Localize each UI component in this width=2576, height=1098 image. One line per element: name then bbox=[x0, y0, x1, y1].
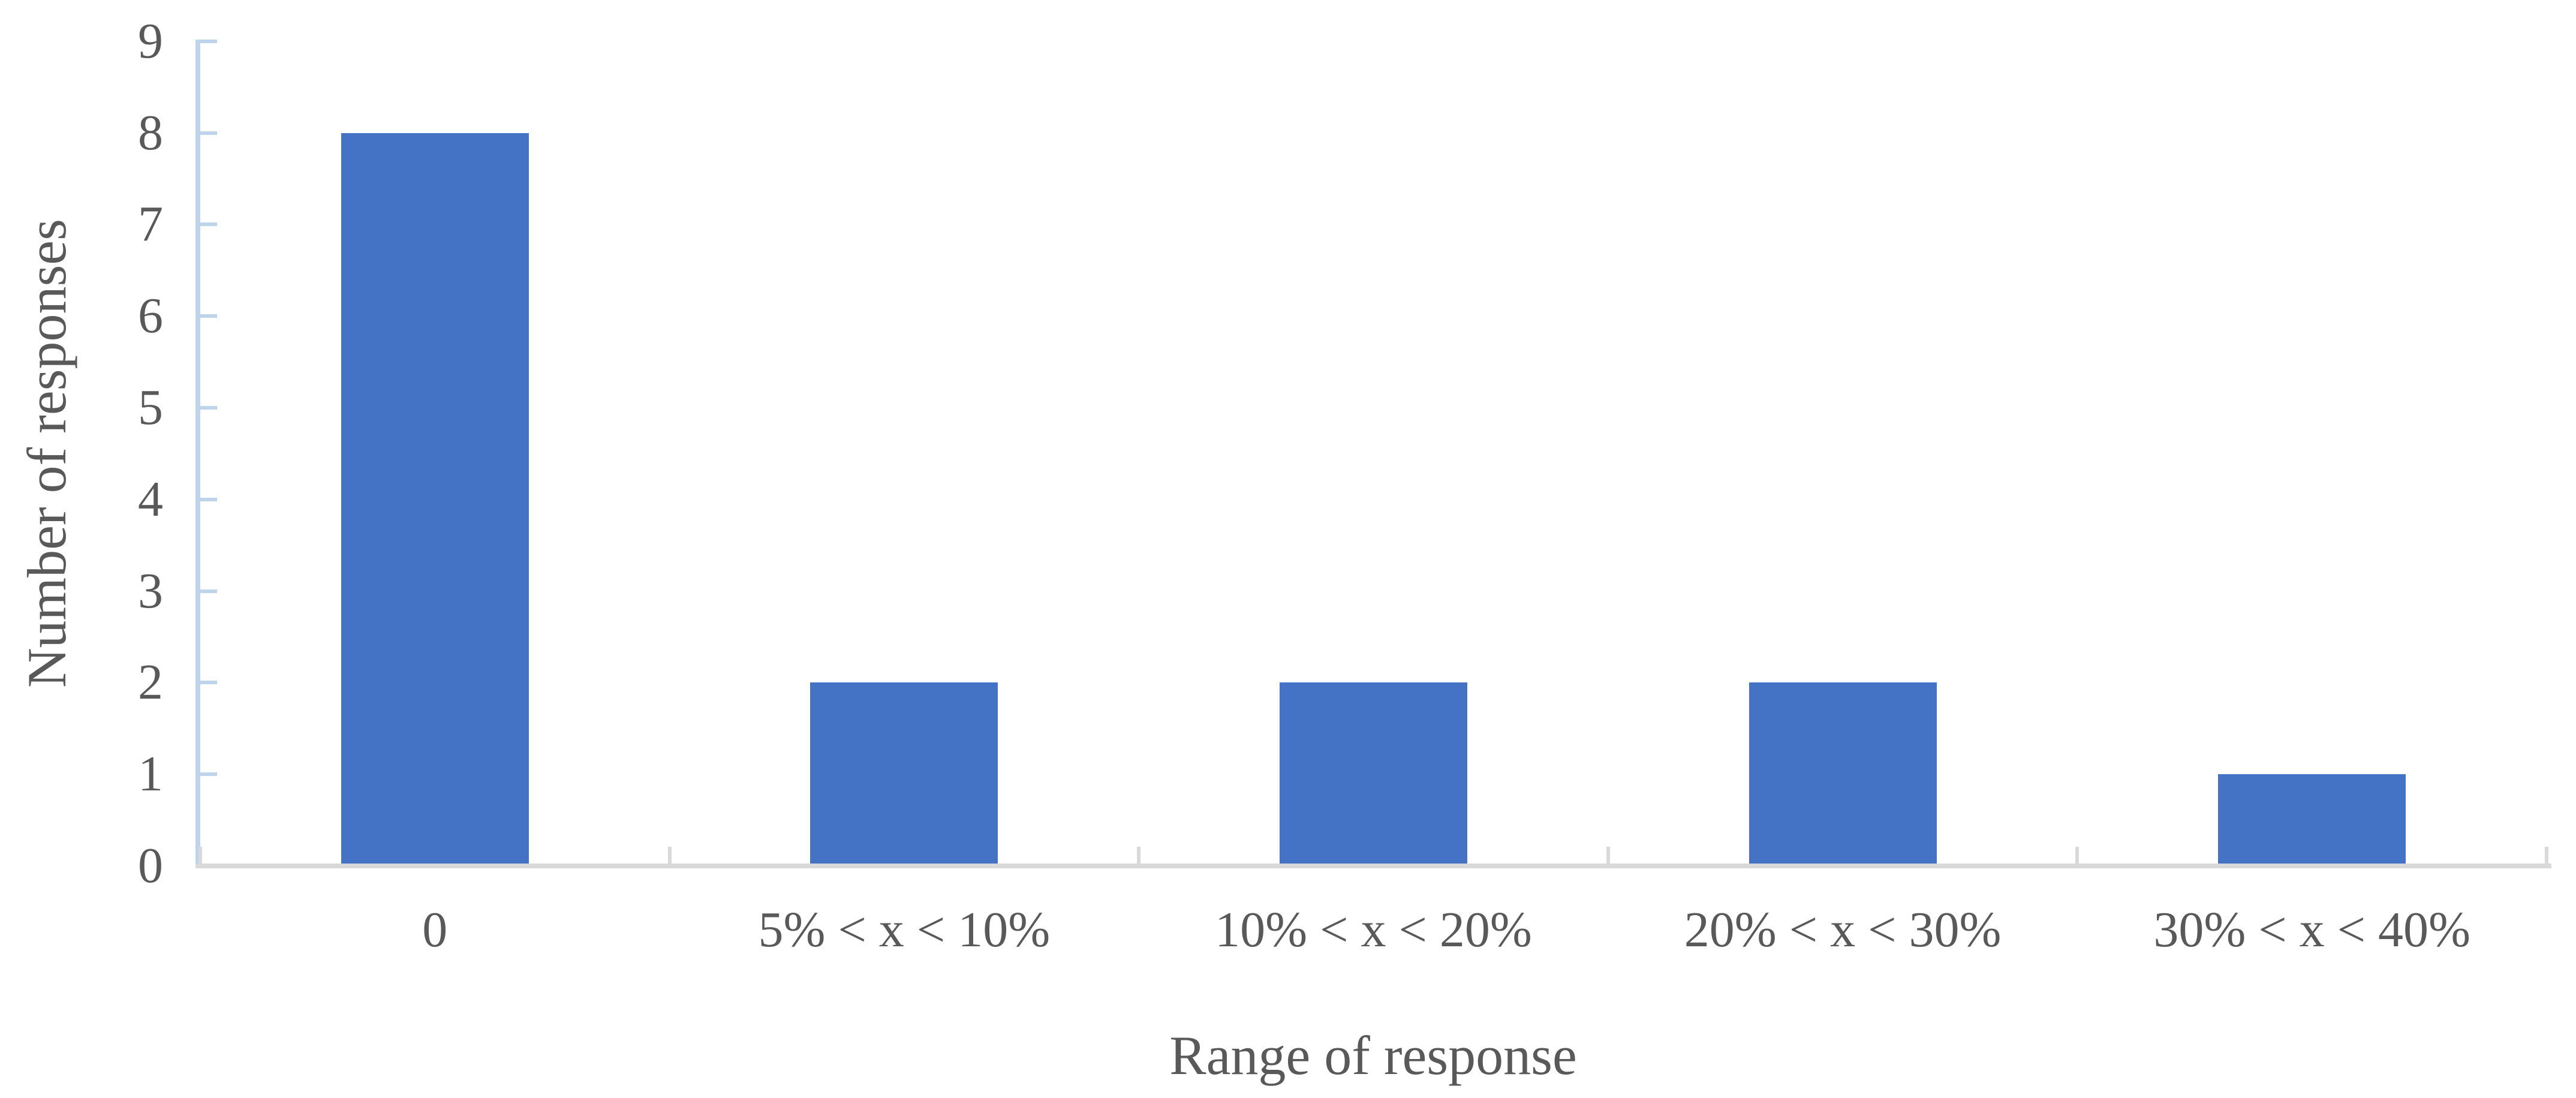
y-tick-label: 6 bbox=[138, 288, 163, 344]
x-category-label: 5% < x < 10% bbox=[758, 902, 1051, 958]
y-tick-mark bbox=[200, 772, 217, 777]
bar bbox=[341, 133, 529, 864]
x-tick-mark bbox=[2075, 847, 2080, 864]
y-tick-mark bbox=[200, 222, 217, 227]
x-tick-mark bbox=[2545, 847, 2548, 864]
y-tick-label: 8 bbox=[138, 104, 163, 161]
x-axis-line bbox=[195, 864, 2551, 868]
y-tick-label: 3 bbox=[138, 562, 163, 619]
y-tick-label: 1 bbox=[138, 746, 163, 802]
x-category-label: 0 bbox=[422, 902, 448, 958]
x-tick-mark bbox=[667, 847, 672, 864]
bar bbox=[1280, 682, 1467, 864]
y-tick-mark bbox=[200, 681, 217, 685]
y-axis-line bbox=[195, 40, 200, 868]
y-tick-mark bbox=[200, 406, 217, 410]
x-category-label: 10% < x < 20% bbox=[1215, 902, 1532, 958]
x-tick-mark bbox=[1137, 847, 1141, 864]
x-category-label: 20% < x < 30% bbox=[1684, 902, 2002, 958]
x-category-label: 30% < x < 40% bbox=[2153, 902, 2471, 958]
y-tick-mark bbox=[200, 497, 217, 501]
bar bbox=[1749, 682, 1937, 864]
y-tick-label: 9 bbox=[138, 13, 163, 69]
y-tick-label: 0 bbox=[138, 838, 163, 894]
y-tick-label: 2 bbox=[138, 654, 163, 711]
x-tick-mark bbox=[198, 847, 202, 864]
y-tick-mark bbox=[200, 131, 217, 135]
y-tick-mark bbox=[200, 39, 217, 43]
y-tick-label: 5 bbox=[138, 380, 163, 435]
x-tick-mark bbox=[1606, 847, 1610, 864]
y-tick-mark bbox=[200, 314, 217, 318]
bar bbox=[2218, 774, 2406, 864]
x-axis-title: Range of response bbox=[1169, 1025, 1577, 1086]
y-tick-label: 4 bbox=[138, 471, 163, 527]
bar bbox=[810, 682, 998, 864]
y-tick-label: 7 bbox=[138, 196, 163, 252]
y-tick-mark bbox=[200, 589, 217, 593]
